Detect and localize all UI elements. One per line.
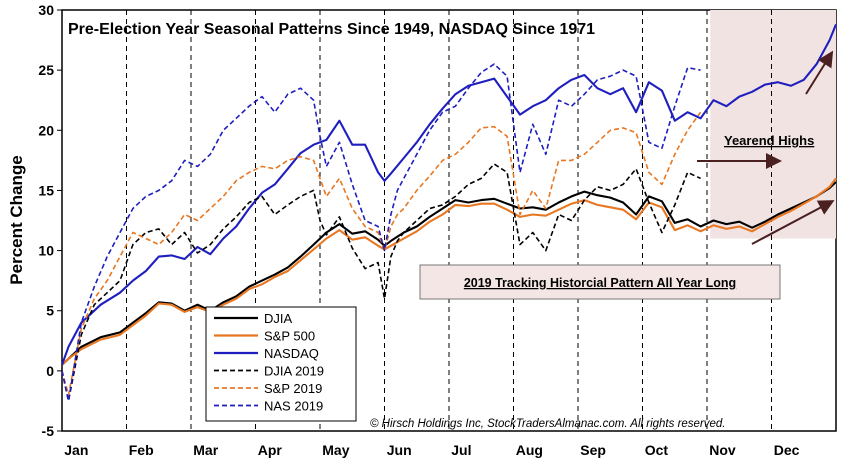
ticks-layer: -5 0 5 10 15 20 25 30 Jan Feb Mar Apr May Jun Jul Aug Se… bbox=[38, 2, 799, 458]
x-tick-label: Feb bbox=[129, 442, 154, 458]
y-tick-label: 30 bbox=[38, 2, 54, 18]
tracking-annotation-text: 2019 Tracking Historcial Pattern All Yea… bbox=[464, 276, 736, 290]
x-tick-label: Mar bbox=[193, 442, 218, 458]
tracking-annotation-box bbox=[419, 264, 781, 300]
y-axis-title: Percent Change bbox=[7, 155, 26, 284]
legend-label: S&P 2019 bbox=[264, 381, 322, 396]
copyright-text: © Hirsch Holdings Inc, StockTradersAlman… bbox=[370, 418, 726, 430]
series-line-s-p-500 bbox=[61, 177, 837, 366]
legend: DJIA S&P 500 NASDAQ DJIA 2019 S&P 2019 NAS 20… bbox=[205, 306, 357, 422]
series-line-nas-2019 bbox=[61, 63, 701, 402]
x-tick-label: Nov bbox=[709, 442, 736, 458]
x-tick-label: Apr bbox=[258, 442, 283, 458]
y-tick-label: 15 bbox=[38, 182, 54, 198]
legend-label: DJIA bbox=[264, 311, 293, 326]
series-line-djia bbox=[61, 181, 837, 366]
y-tick-label: 10 bbox=[38, 243, 54, 259]
nasdaq-high-arrow bbox=[805, 50, 834, 95]
series-line-nasdaq bbox=[61, 24, 837, 366]
highlight-layer bbox=[710, 10, 836, 239]
x-tick-label: Aug bbox=[516, 442, 543, 458]
y-tick-label: 0 bbox=[46, 363, 54, 379]
yearend-highs-label: Yearend Highs bbox=[724, 133, 814, 148]
legend-box bbox=[205, 306, 357, 422]
series-layer bbox=[61, 24, 837, 402]
x-tick-label: Jun bbox=[387, 442, 412, 458]
series-line-djia-2019 bbox=[61, 163, 701, 402]
x-tick-label: Oct bbox=[645, 442, 669, 458]
y-tick-label: 5 bbox=[46, 303, 54, 319]
x-tick-label: Sep bbox=[580, 442, 606, 458]
legend-label: DJIA 2019 bbox=[264, 364, 324, 379]
x-tick-label: May bbox=[322, 442, 349, 458]
legend-label: S&P 500 bbox=[264, 329, 315, 344]
chart-title: Pre-Election Year Seasonal Patterns Sinc… bbox=[68, 21, 595, 38]
x-tick-label: Dec bbox=[774, 442, 800, 458]
y-tick-label: -5 bbox=[42, 423, 55, 439]
series-line-s-p-2019 bbox=[61, 111, 702, 396]
y-tick-label: 20 bbox=[38, 122, 54, 138]
x-tick-label: Jul bbox=[451, 442, 471, 458]
legend-label: NASDAQ bbox=[264, 346, 319, 361]
y-tick-label: 25 bbox=[38, 62, 54, 78]
legend-label: NAS 2019 bbox=[264, 399, 323, 414]
x-tick-label: Jan bbox=[64, 442, 88, 458]
djia-high-arrow bbox=[751, 200, 835, 245]
highlight-region bbox=[710, 10, 836, 239]
